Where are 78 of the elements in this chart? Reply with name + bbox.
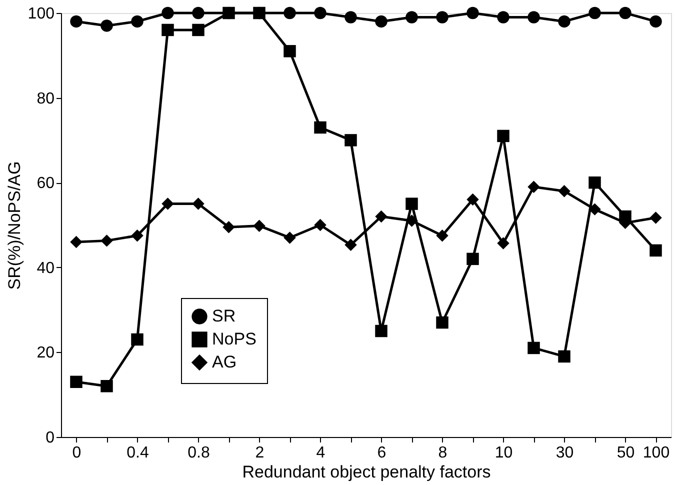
point xyxy=(375,15,388,28)
legend-label: AG xyxy=(212,352,237,372)
x-tick-label: 4 xyxy=(316,444,326,462)
x-tick-label: 50 xyxy=(616,444,635,462)
point xyxy=(344,11,357,24)
point xyxy=(588,176,601,189)
point xyxy=(497,11,510,24)
point xyxy=(466,6,479,20)
point xyxy=(436,11,448,24)
point xyxy=(314,121,326,134)
legend-label: NoPS xyxy=(212,330,256,348)
point xyxy=(162,6,174,20)
point xyxy=(100,234,113,247)
point xyxy=(70,236,82,248)
point xyxy=(558,350,570,363)
legend-label: SR xyxy=(212,306,236,326)
point xyxy=(253,6,266,20)
y-tick-label: 100 xyxy=(28,6,55,22)
point xyxy=(100,380,113,392)
point xyxy=(162,198,174,210)
x-tick-label: 10 xyxy=(494,444,513,462)
point xyxy=(406,11,418,24)
point xyxy=(162,24,174,36)
point xyxy=(466,252,479,266)
point xyxy=(253,220,266,232)
point xyxy=(558,184,570,198)
point xyxy=(192,6,204,20)
x-axis-title: Redundant object penalty factors xyxy=(242,462,491,482)
point xyxy=(588,203,601,216)
point xyxy=(192,198,204,210)
x-tick-label: 0.8 xyxy=(188,444,210,462)
x-tick-label: 30 xyxy=(556,444,574,462)
point xyxy=(619,6,632,20)
x-tick-label: 0 xyxy=(72,444,82,462)
point xyxy=(131,229,144,242)
point xyxy=(497,130,510,142)
point xyxy=(650,244,662,257)
x-tick-label: 100 xyxy=(642,444,670,462)
y-tick-label: 60 xyxy=(36,175,55,192)
point xyxy=(131,333,144,346)
point xyxy=(466,193,479,206)
point xyxy=(192,24,204,36)
point xyxy=(375,210,388,223)
y-tick-label: 40 xyxy=(36,260,55,277)
point xyxy=(375,324,388,338)
point xyxy=(406,214,418,227)
x-tick-label: 8 xyxy=(438,444,448,462)
point xyxy=(70,376,82,388)
point xyxy=(222,6,235,20)
y-axis-title: SR(%)/NoPS/AG xyxy=(4,161,24,290)
x-tick-label: 2 xyxy=(255,444,264,462)
point xyxy=(528,180,540,193)
point xyxy=(314,218,326,232)
y-tick-label: 80 xyxy=(36,90,55,108)
y-tick-label: 20 xyxy=(36,344,55,362)
point xyxy=(70,15,82,28)
point xyxy=(284,45,296,58)
point xyxy=(222,220,235,234)
x-tick-label: 0.4 xyxy=(126,444,149,462)
point xyxy=(314,6,326,20)
point xyxy=(528,342,540,354)
point xyxy=(100,20,113,32)
point xyxy=(588,6,601,20)
point xyxy=(344,238,357,252)
point xyxy=(436,316,448,329)
point xyxy=(436,229,448,242)
point xyxy=(528,11,540,24)
x-tick-label: 6 xyxy=(377,444,386,462)
point xyxy=(131,15,144,28)
point xyxy=(406,198,418,210)
point xyxy=(497,237,510,250)
point xyxy=(650,15,662,28)
point xyxy=(284,6,296,20)
y-tick-label: 0 xyxy=(46,430,55,446)
point xyxy=(344,134,357,146)
point xyxy=(558,15,570,28)
point xyxy=(284,232,296,244)
point xyxy=(650,212,662,224)
